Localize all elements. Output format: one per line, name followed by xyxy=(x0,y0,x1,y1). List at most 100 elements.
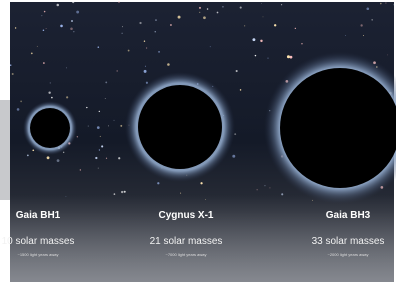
star xyxy=(15,27,16,28)
star xyxy=(178,16,181,19)
star xyxy=(41,15,42,16)
star xyxy=(31,52,33,54)
star xyxy=(46,28,47,29)
star xyxy=(267,58,268,59)
star xyxy=(170,24,172,26)
event-horizon xyxy=(138,85,222,169)
star xyxy=(203,16,206,19)
star xyxy=(244,25,245,26)
object-distance: ~1500 light years away xyxy=(17,252,58,257)
star xyxy=(97,126,100,129)
star xyxy=(240,7,242,9)
star xyxy=(180,193,181,194)
star xyxy=(72,1,74,3)
star xyxy=(124,191,126,193)
star xyxy=(98,46,100,48)
star xyxy=(117,70,118,71)
star xyxy=(57,159,60,162)
star xyxy=(281,4,282,5)
star xyxy=(157,182,159,184)
object-name: Cygnus X-1 xyxy=(158,210,213,221)
star xyxy=(255,55,256,56)
star xyxy=(257,189,258,190)
star xyxy=(80,169,81,170)
star xyxy=(232,155,235,158)
star xyxy=(371,19,372,20)
star xyxy=(269,187,270,188)
object-distance: ~7000 light years away xyxy=(165,252,206,257)
star xyxy=(108,125,109,126)
object-name: Gaia BH3 xyxy=(326,210,371,221)
event-horizon xyxy=(280,68,396,188)
star xyxy=(99,149,100,150)
star xyxy=(122,33,123,34)
star xyxy=(105,81,107,83)
star xyxy=(118,1,120,3)
star xyxy=(63,152,64,153)
star xyxy=(76,11,79,14)
star xyxy=(393,5,394,6)
star xyxy=(95,157,97,159)
star xyxy=(32,149,34,151)
star xyxy=(236,70,238,72)
star xyxy=(146,47,147,48)
star xyxy=(155,19,157,21)
star xyxy=(207,8,209,10)
star xyxy=(50,82,51,83)
star xyxy=(128,50,130,52)
star xyxy=(290,56,293,59)
star xyxy=(144,70,147,73)
star xyxy=(57,4,59,6)
star xyxy=(139,22,141,24)
star xyxy=(222,6,223,7)
event-horizon xyxy=(30,108,70,148)
star xyxy=(345,35,346,36)
star xyxy=(155,31,156,32)
star xyxy=(114,193,116,195)
star xyxy=(200,182,202,184)
black-hole xyxy=(125,72,235,182)
star xyxy=(105,98,106,99)
star xyxy=(37,46,38,47)
star xyxy=(20,101,22,103)
star xyxy=(260,40,262,42)
star xyxy=(387,55,388,56)
star xyxy=(27,154,29,156)
star xyxy=(252,38,255,41)
star xyxy=(118,157,120,159)
star xyxy=(77,136,78,137)
star xyxy=(360,24,362,26)
star xyxy=(120,125,122,127)
star xyxy=(263,17,264,18)
star xyxy=(17,108,20,111)
star xyxy=(287,55,290,58)
star xyxy=(158,51,159,52)
star xyxy=(366,7,369,10)
object-mass: 21 solar masses xyxy=(150,236,223,247)
black-hole xyxy=(23,101,77,155)
star xyxy=(71,20,73,22)
star xyxy=(43,62,45,64)
star xyxy=(98,168,99,169)
star xyxy=(70,27,73,30)
star xyxy=(43,30,45,32)
star xyxy=(101,145,103,147)
star xyxy=(363,35,364,36)
edge-band xyxy=(0,100,10,200)
star xyxy=(121,191,123,193)
object-distance: ~2000 light years away xyxy=(327,252,368,257)
star xyxy=(73,31,74,32)
star xyxy=(122,26,123,27)
star xyxy=(386,3,387,4)
star xyxy=(261,3,262,4)
object-mass: 10 solar masses xyxy=(2,236,75,247)
star xyxy=(295,28,296,29)
illustration: Gaia BH1 10 solar masses ~1500 light yea… xyxy=(0,0,396,282)
star xyxy=(210,46,211,47)
object-mass: 33 solar masses xyxy=(312,236,385,247)
star xyxy=(60,25,63,28)
object-name: Gaia BH1 xyxy=(16,210,61,221)
star xyxy=(51,97,53,99)
star xyxy=(240,89,242,91)
star xyxy=(301,43,302,44)
